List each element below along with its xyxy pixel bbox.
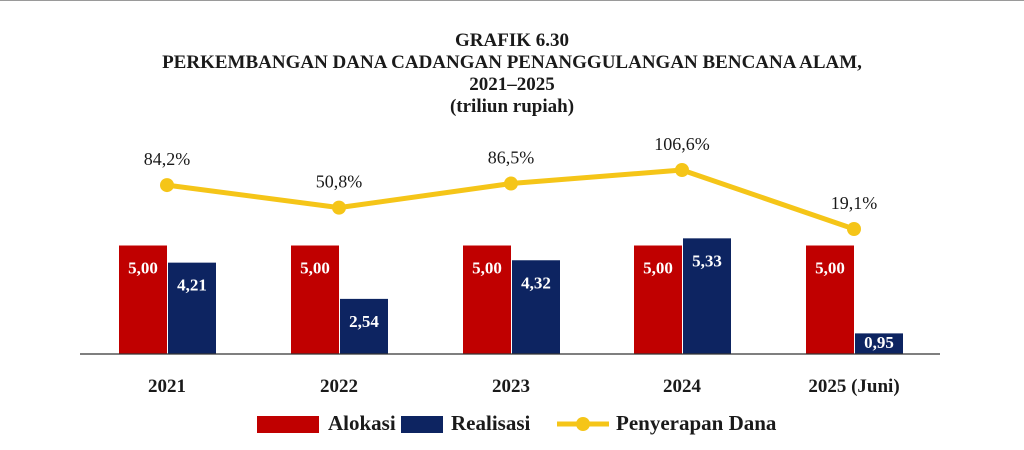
bar-label-realisasi-0: 4,21 [177, 276, 207, 295]
line-label-2: 86,5% [488, 148, 535, 168]
legend-swatch-realisasi [401, 416, 443, 433]
chart-title-block: GRAFIK 6.30 PERKEMBANGAN DANA CADANGAN P… [0, 30, 1024, 118]
line-point-1 [332, 200, 346, 215]
x-tick-label-2: 2023 [492, 376, 530, 397]
x-tick-label-1: 2022 [320, 376, 358, 397]
bar-label-alokasi-1: 5,00 [300, 259, 330, 278]
bar-realisasi-4 [855, 333, 903, 354]
bar-alokasi-3 [634, 245, 682, 354]
bar-label-alokasi-0: 5,00 [128, 259, 158, 278]
legend-swatch-alokasi [257, 416, 319, 433]
legend-label-alokasi: Alokasi [328, 411, 396, 435]
legend-label-realisasi: Realisasi [451, 411, 531, 435]
x-tick-label-4: 2025 (Juni) [808, 376, 899, 397]
bar-realisasi-3 [683, 238, 731, 354]
line-label-3: 106,6% [654, 134, 710, 154]
bar-label-realisasi-1: 2,54 [349, 312, 379, 331]
bar-label-realisasi-4: 0,95 [864, 333, 894, 352]
bar-alokasi-0 [119, 245, 167, 354]
bar-alokasi-1 [291, 245, 339, 354]
chart-subtitle: (triliun rupiah) [449, 96, 575, 117]
line-point-0 [160, 178, 174, 193]
line-label-4: 19,1% [831, 193, 878, 213]
bar-label-alokasi-2: 5,00 [472, 259, 502, 278]
bar-label-alokasi-3: 5,00 [643, 259, 673, 278]
bar-realisasi-1 [340, 298, 388, 354]
legend-marker-penyerapan [576, 417, 590, 431]
bar-alokasi-2 [463, 245, 511, 354]
bar-alokasi-4 [806, 245, 854, 354]
bar-realisasi-0 [168, 262, 216, 354]
bar-label-alokasi-4: 5,00 [815, 259, 845, 278]
chart-title-line-1: GRAFIK 6.30 [455, 30, 569, 51]
x-tick-label-0: 2021 [148, 376, 186, 397]
line-point-3 [675, 163, 689, 177]
top-rule [0, 0, 1024, 1]
bar-label-realisasi-3: 5,33 [692, 251, 722, 270]
chart-title-line-2: PERKEMBANGAN DANA CADANGAN PENANGGULANGA… [162, 52, 862, 73]
line-point-2 [504, 176, 518, 191]
bar-label-realisasi-2: 4,32 [521, 273, 551, 292]
x-tick-label-3: 2024 [663, 376, 702, 397]
line-point-4 [847, 222, 861, 236]
chart-title-line-3: 2021–2025 [469, 74, 555, 95]
line-label-1: 50,8% [316, 172, 363, 192]
bar-realisasi-2 [512, 260, 560, 354]
line-label-0: 84,2% [144, 149, 191, 169]
legend-label-penyerapan: Penyerapan Dana [616, 411, 777, 435]
